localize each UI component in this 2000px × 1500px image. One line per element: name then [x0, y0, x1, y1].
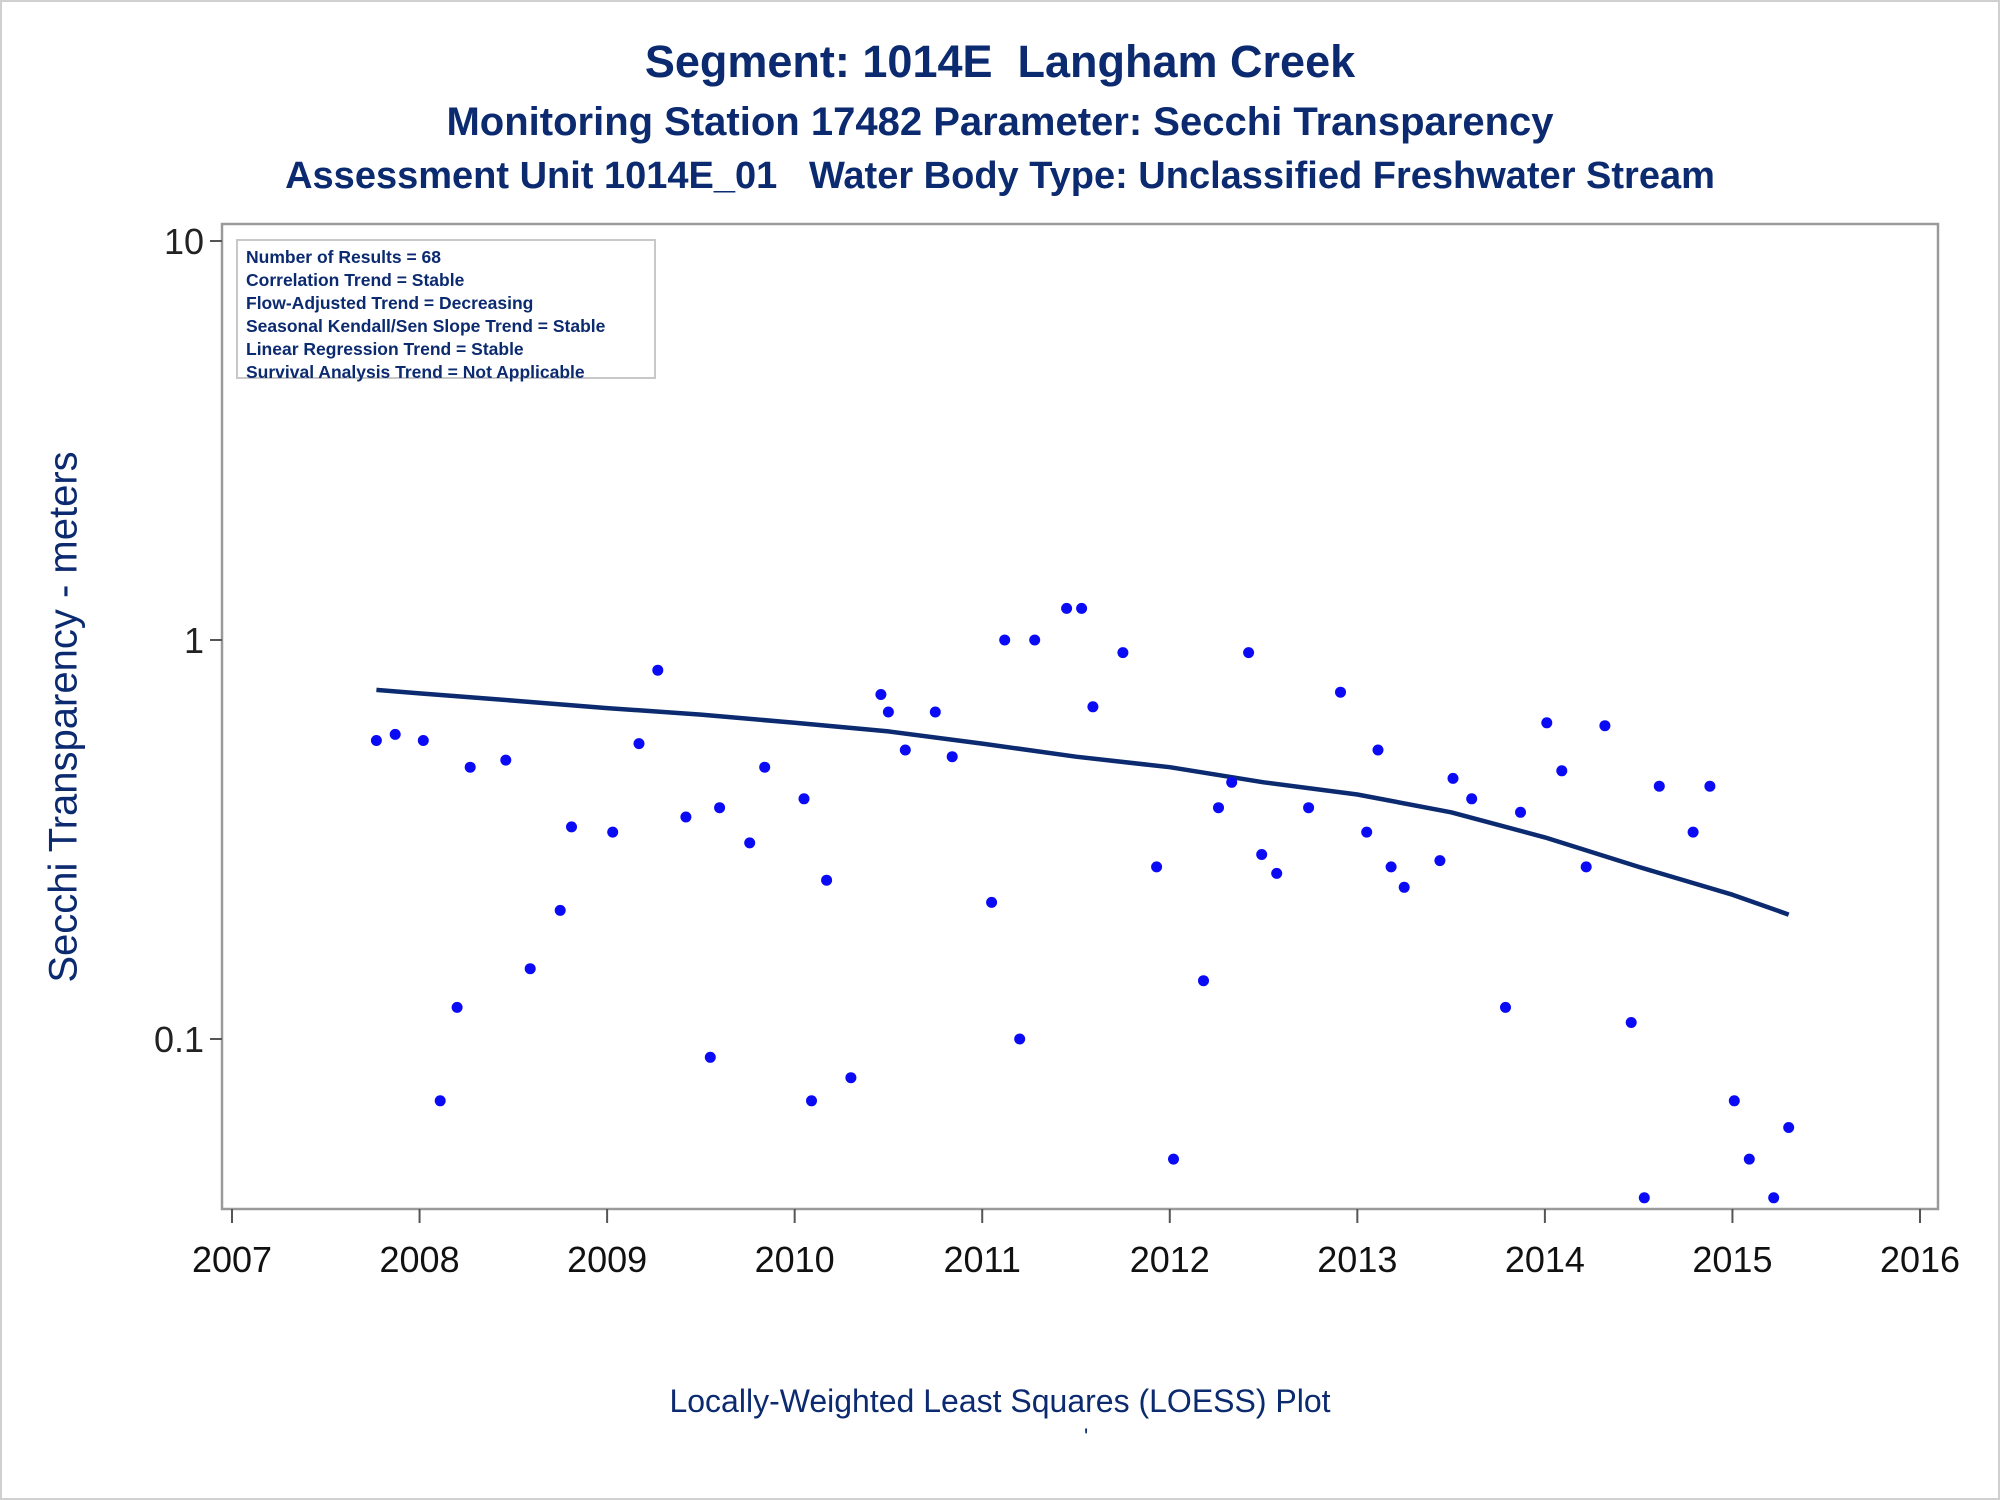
y-axis-label: Secchi Transparency - meters	[41, 451, 86, 983]
data-point	[1029, 634, 1041, 646]
data-point	[1087, 701, 1099, 713]
data-point	[1243, 647, 1255, 659]
footnote-mark: '	[1084, 1424, 1089, 1449]
data-point	[1361, 826, 1373, 838]
x-tick-label: 2011	[944, 1239, 1021, 1280]
y-tick-label: 1	[184, 620, 204, 661]
x-tick-label: 2010	[755, 1239, 835, 1280]
data-point	[451, 1001, 463, 1013]
legend-entry: Number of Results = 68	[246, 247, 441, 267]
data-point	[370, 735, 382, 746]
data-point	[680, 811, 692, 823]
plot-area-frame	[220, 222, 1940, 1211]
data-point	[1556, 765, 1568, 777]
data-point	[1653, 780, 1665, 792]
loess-curve	[376, 687, 1790, 917]
data-point	[1168, 1153, 1179, 1165]
data-point	[1213, 802, 1224, 814]
data-point	[986, 896, 998, 908]
data-point	[882, 706, 894, 718]
axes: 0.1 1 10 2007 2008 2009 2010 2011 2012 2013 2014 20…	[154, 221, 1960, 1280]
data-point	[1271, 867, 1283, 879]
chart-title: Segment: 1014E Langham Creek	[644, 36, 1356, 87]
data-point	[417, 735, 429, 746]
data-point	[500, 754, 512, 766]
trend-legend: Number of Results = 68 Correlation Trend…	[236, 239, 656, 382]
x-tick-label: 2012	[1130, 1239, 1210, 1280]
data-point	[1372, 744, 1384, 756]
data-point	[652, 664, 664, 676]
data-point	[1226, 776, 1238, 788]
data-point	[554, 904, 566, 916]
data-point	[1728, 1095, 1740, 1107]
data-point	[434, 1095, 446, 1107]
data-point	[798, 793, 810, 805]
data-point	[1014, 1033, 1026, 1045]
data-point	[1256, 849, 1268, 860]
x-tick-label: 2014	[1505, 1239, 1585, 1280]
data-point	[1625, 1017, 1637, 1028]
data-point	[714, 802, 726, 814]
data-point	[1783, 1122, 1795, 1133]
legend-entry: Survival Analysis Trend = Not Applicable	[246, 362, 585, 382]
loess-curve-layer	[376, 687, 1790, 917]
data-point	[1743, 1153, 1755, 1165]
data-point	[389, 728, 401, 740]
data-point	[1076, 602, 1088, 614]
data-point	[929, 706, 941, 718]
data-point	[1434, 855, 1446, 867]
data-point	[759, 761, 771, 773]
data-point	[704, 1051, 716, 1063]
data-point	[875, 689, 887, 700]
data-points	[370, 297, 1795, 1204]
data-point	[1638, 1192, 1650, 1204]
data-point	[1541, 717, 1553, 729]
legend-entry: Flow-Adjusted Trend = Decreasing	[246, 293, 534, 313]
legend-entry: Correlation Trend = Stable	[246, 270, 465, 290]
data-point	[946, 751, 958, 763]
y-tick-label: 0.1	[154, 1019, 204, 1060]
data-point	[1466, 793, 1478, 805]
data-point	[566, 821, 577, 833]
data-point	[1500, 1001, 1511, 1013]
x-tick-label: 2016	[1880, 1239, 1960, 1280]
y-tick-label: 10	[164, 221, 204, 262]
x-tick-label: 2008	[380, 1239, 460, 1280]
chart-subtitle-2: Assessment Unit 1014E_01 Water Body Type…	[285, 155, 1715, 197]
data-point	[1599, 720, 1611, 732]
data-point	[1151, 861, 1163, 873]
data-point	[1515, 806, 1526, 818]
data-point	[1061, 602, 1073, 614]
plot-footnote: Locally-Weighted Least Squares (LOESS) P…	[669, 1383, 1331, 1419]
chart-subtitle: Monitoring Station 17482 Parameter: Secc…	[446, 100, 1554, 144]
data-point	[1303, 802, 1315, 814]
data-point	[1447, 772, 1459, 784]
x-tick-label: 2015	[1692, 1239, 1772, 1280]
data-point	[633, 738, 645, 750]
data-point	[1385, 861, 1397, 873]
data-point	[1580, 861, 1592, 873]
data-point	[1704, 780, 1716, 792]
data-point	[524, 963, 536, 975]
data-point	[1398, 881, 1410, 893]
data-point	[1198, 975, 1209, 987]
data-point	[1687, 826, 1699, 838]
data-point	[1335, 686, 1346, 698]
data-point	[999, 634, 1011, 646]
x-tick-label: 2007	[192, 1239, 272, 1280]
data-point	[1117, 647, 1129, 659]
data-point	[899, 744, 911, 756]
x-tick-label: 2009	[567, 1239, 647, 1280]
data-point	[806, 1095, 817, 1107]
x-tick-label: 2013	[1317, 1239, 1397, 1280]
data-point	[464, 761, 476, 773]
legend-entry: Linear Regression Trend = Stable	[246, 339, 524, 359]
data-point	[744, 837, 756, 849]
data-point	[1768, 1192, 1780, 1204]
data-point	[821, 874, 833, 886]
legend-entry: Seasonal Kendall/Sen Slope Trend = Stabl…	[246, 316, 606, 336]
data-point	[845, 1072, 857, 1084]
data-point	[607, 826, 619, 838]
